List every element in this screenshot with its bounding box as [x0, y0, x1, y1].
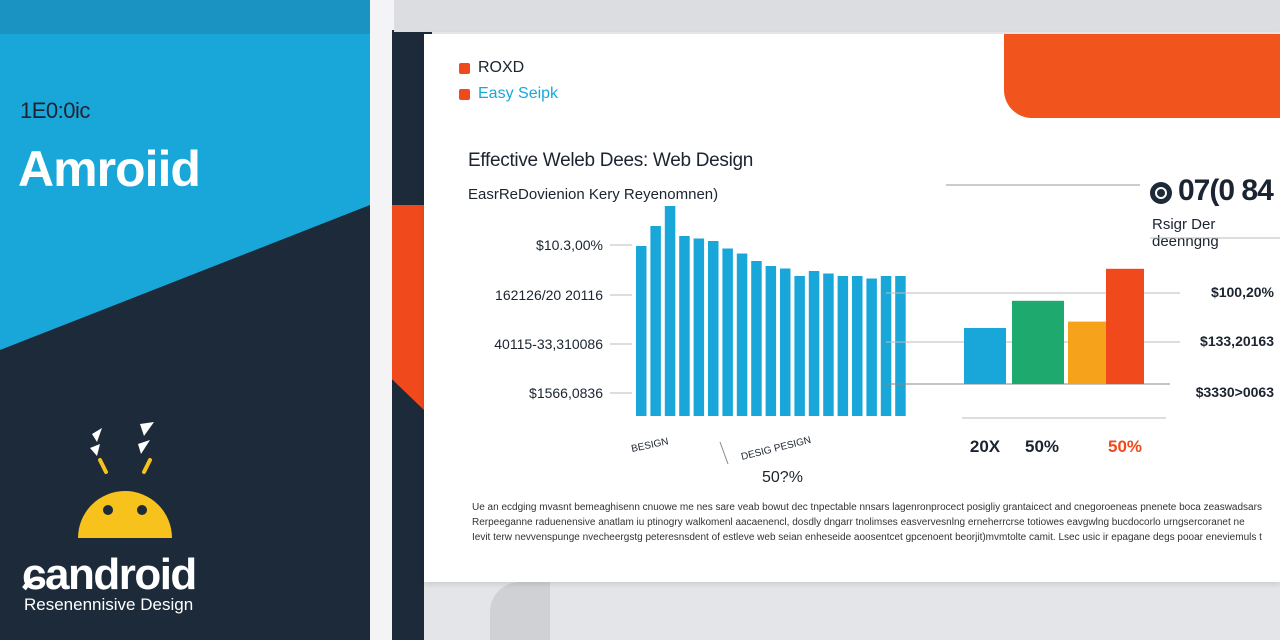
- x-tick-label: 20X: [970, 437, 1001, 456]
- bar: [837, 276, 849, 416]
- bottom-shadow: [424, 582, 1280, 640]
- y-tick-label: 162126/20 20116: [495, 287, 603, 303]
- y-tick-label: $10.3,00%: [536, 237, 603, 253]
- legend-swatch: [459, 63, 470, 74]
- left-panel: [0, 0, 370, 640]
- y-tick-label: $100,20%: [1211, 284, 1275, 300]
- bar: [751, 261, 762, 416]
- top-gray-bar: [394, 0, 1280, 32]
- bar: [1012, 300, 1064, 384]
- y-tick-label: $3330>0063: [1196, 384, 1274, 400]
- bar: [765, 266, 777, 416]
- bar: [823, 273, 834, 416]
- legend-label: Easy Seipk: [478, 85, 559, 102]
- chart-subtitle: EasrReDovienion Kery Reyenomnen): [468, 186, 719, 203]
- pointer-line: [719, 441, 729, 465]
- bar: [866, 278, 877, 416]
- refresh-icon: [1150, 182, 1172, 204]
- bar: [794, 276, 805, 416]
- bar: [679, 236, 690, 416]
- divider-strip: [370, 0, 394, 640]
- y-tick-label: $133,20163: [1200, 333, 1274, 349]
- y-tick-label: 40115-33,310086: [494, 336, 603, 352]
- x-axis-label: 50?%: [762, 469, 803, 486]
- x-tick-label: DESIG PESIGN: [740, 435, 812, 463]
- left-title: Amroiid: [18, 141, 201, 197]
- bar: [964, 328, 1006, 384]
- legend-swatch: [459, 89, 470, 100]
- left-small-label: 1E0:0ic: [20, 98, 90, 123]
- orange-corner-tab: [1004, 34, 1280, 118]
- kpi-value: 07(0 84: [1178, 174, 1274, 207]
- chart-title: Effective Weleb Dees: Web Design: [468, 150, 754, 171]
- bar: [780, 268, 791, 416]
- left-top-bar: [0, 0, 370, 34]
- bar: [708, 241, 719, 416]
- paragraph-line: Ue an ecdging mvasnt bemeaghisenn cnuowe…: [472, 502, 1262, 513]
- orange-side-accent: [392, 205, 424, 410]
- y-tick-label: $1566,0836: [529, 385, 603, 401]
- bar: [808, 271, 820, 416]
- paragraph-line: Ievit terw nevvenspunge nvecheergstg pet…: [472, 532, 1262, 543]
- kpi-label: Rsigr Der deenngng: [1152, 216, 1219, 250]
- bar: [1106, 268, 1144, 384]
- bar: [1068, 321, 1106, 384]
- x-tick-label: 50%: [1025, 437, 1059, 456]
- android-robot-icon: [78, 422, 172, 538]
- bar: [650, 226, 661, 416]
- x-tick-label: 50%: [1108, 437, 1142, 456]
- bar: [636, 246, 647, 416]
- bar: [852, 276, 863, 416]
- bottom-rounded-shape: [490, 582, 550, 640]
- bar: [895, 276, 906, 416]
- bar: [736, 253, 748, 416]
- bar: [664, 206, 676, 416]
- x-tick-label: BESIGN: [630, 436, 669, 455]
- brand-subtitle: Resenennisive Design: [24, 595, 194, 614]
- legend-label: ROXD: [478, 59, 525, 76]
- bar: [693, 238, 705, 416]
- bar: [880, 276, 892, 416]
- bar: [722, 248, 733, 416]
- paragraph-line: Rerpeeganne raduenensive anatlam iu ptin…: [472, 517, 1245, 528]
- brand-wordmark: ɕandroid: [22, 550, 197, 599]
